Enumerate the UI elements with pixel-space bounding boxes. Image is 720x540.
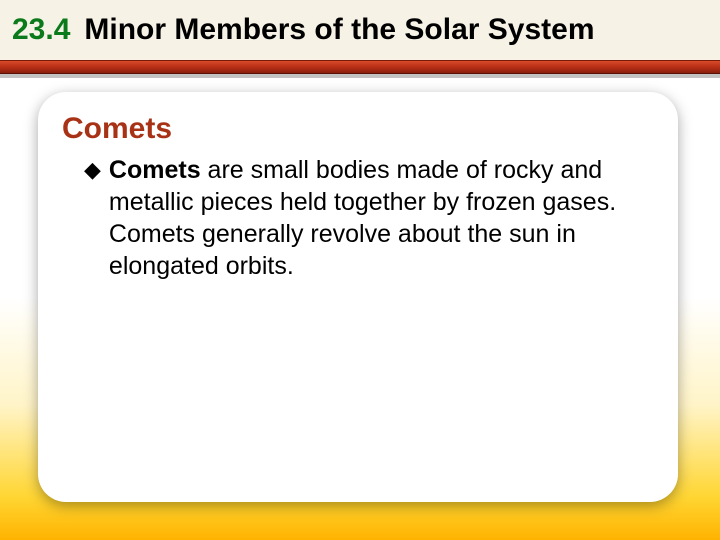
slide-header: 23.4 Minor Members of the Solar System (0, 0, 720, 78)
diamond-bullet-icon: ◆ (84, 154, 101, 186)
section-number: 23.4 (12, 13, 70, 47)
header-top: 23.4 Minor Members of the Solar System (0, 0, 720, 60)
header-shadow (0, 74, 720, 78)
bullet-term: Comets (109, 156, 201, 184)
bullet-text: Comets are small bodies made of rocky an… (109, 154, 650, 282)
bullet-item: ◆ Comets are small bodies made of rocky … (62, 154, 650, 282)
slide: 23.4 Minor Members of the Solar System C… (0, 0, 720, 540)
section-title: Minor Members of the Solar System (84, 13, 594, 47)
content-card: Comets ◆ Comets are small bodies made of… (38, 92, 678, 502)
header-accent-bar (0, 60, 720, 74)
card-subtitle: Comets (62, 112, 650, 146)
